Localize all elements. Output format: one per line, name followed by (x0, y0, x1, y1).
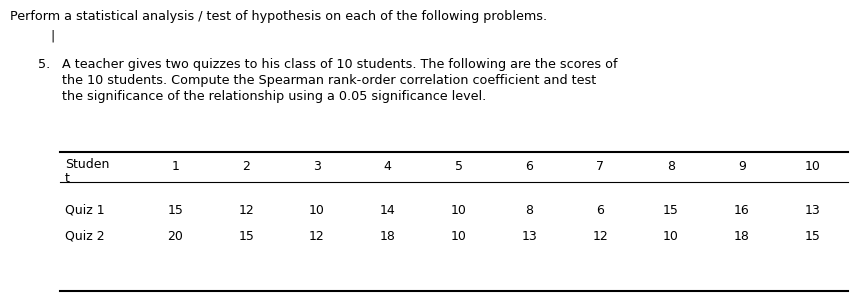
Text: 18: 18 (734, 229, 750, 243)
Text: 12: 12 (309, 229, 325, 243)
Text: Perform a statistical analysis / test of hypothesis on each of the following pro: Perform a statistical analysis / test of… (10, 10, 547, 23)
Text: 8: 8 (525, 203, 534, 216)
Text: 13: 13 (522, 229, 537, 243)
Text: 20: 20 (167, 229, 184, 243)
Text: 15: 15 (663, 203, 679, 216)
Text: 2: 2 (242, 160, 251, 173)
Text: 7: 7 (596, 160, 604, 173)
Text: 3: 3 (313, 160, 321, 173)
Text: 10: 10 (450, 229, 467, 243)
Text: 10: 10 (805, 160, 820, 173)
Text: 12: 12 (239, 203, 254, 216)
Text: the significance of the relationship using a 0.05 significance level.: the significance of the relationship usi… (62, 90, 486, 103)
Text: t: t (65, 172, 69, 185)
Text: 13: 13 (805, 203, 820, 216)
Text: 10: 10 (309, 203, 325, 216)
Text: 5.: 5. (38, 58, 51, 71)
Text: 15: 15 (239, 229, 254, 243)
Text: Quiz 1: Quiz 1 (65, 203, 105, 216)
Text: 6: 6 (596, 203, 604, 216)
Text: 10: 10 (450, 203, 467, 216)
Text: |: | (50, 30, 54, 43)
Text: 15: 15 (167, 203, 184, 216)
Text: Studen: Studen (65, 158, 109, 171)
Text: 12: 12 (592, 229, 608, 243)
Text: 15: 15 (805, 229, 820, 243)
Text: 5: 5 (455, 160, 462, 173)
Text: 9: 9 (738, 160, 746, 173)
Text: 4: 4 (384, 160, 392, 173)
Text: 18: 18 (380, 229, 396, 243)
Text: 1: 1 (172, 160, 179, 173)
Text: 16: 16 (734, 203, 750, 216)
Text: A teacher gives two quizzes to his class of 10 students. The following are the s: A teacher gives two quizzes to his class… (62, 58, 618, 71)
Text: 6: 6 (525, 160, 534, 173)
Text: the 10 students. Compute the Spearman rank-order correlation coefficient and tes: the 10 students. Compute the Spearman ra… (62, 74, 596, 87)
Text: 10: 10 (663, 229, 679, 243)
Text: 8: 8 (667, 160, 675, 173)
Text: 14: 14 (380, 203, 396, 216)
Text: Quiz 2: Quiz 2 (65, 229, 105, 243)
